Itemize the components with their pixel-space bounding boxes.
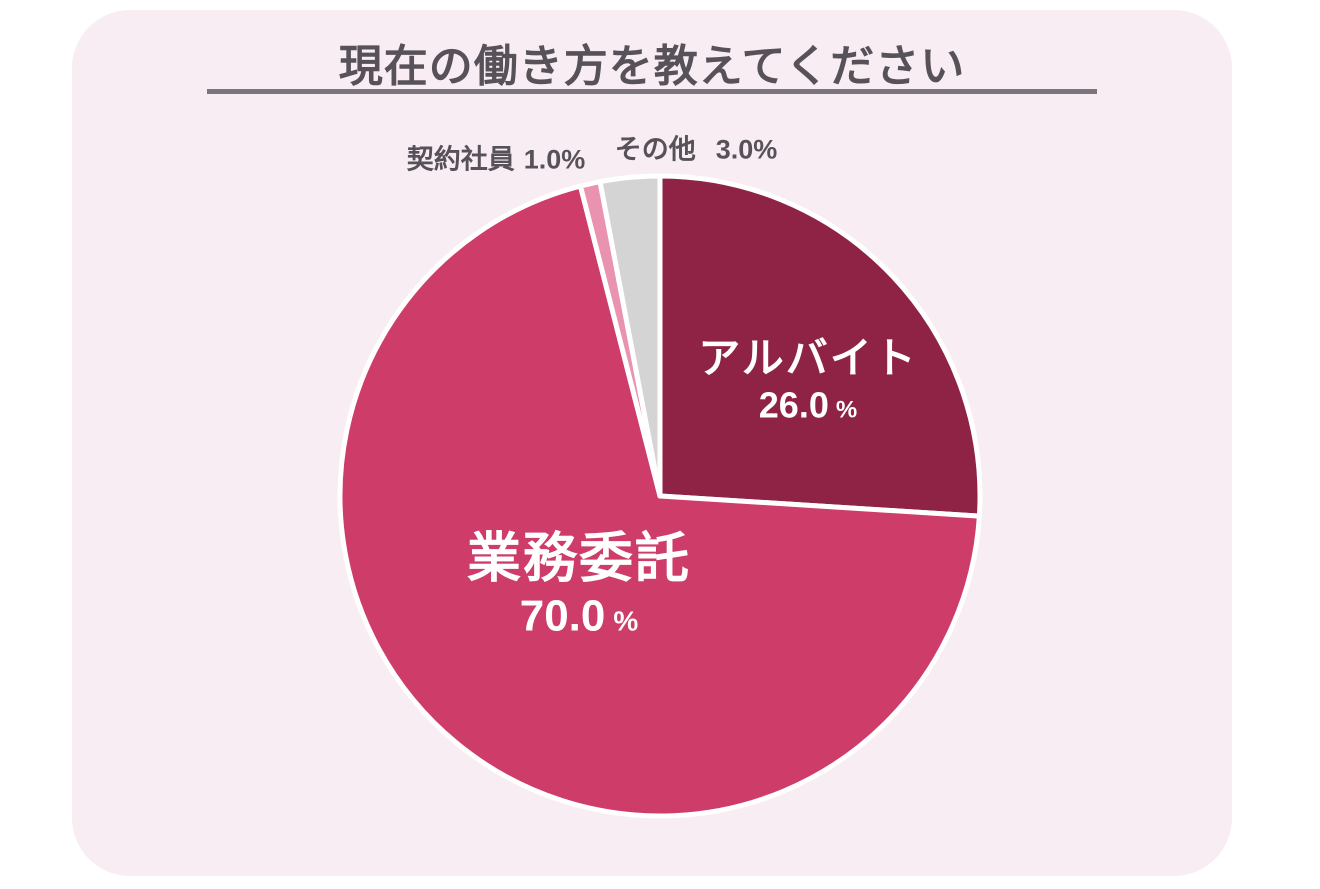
slice-label-arubaito: アルバイト 26.0% xyxy=(698,334,918,427)
slice-label-name: 業務委託 xyxy=(467,528,691,589)
slice-label-keiyaku-shain: 契約社員 1.0% xyxy=(407,138,586,177)
slice-label-value: 26.0% xyxy=(758,384,858,426)
slice-label-value: 1.0% xyxy=(523,144,586,175)
pie-slice-arubaito xyxy=(657,173,983,519)
slice-label-value: 3.0% xyxy=(715,134,778,165)
slice-label-name: アルバイト xyxy=(698,334,918,382)
slice-label-value: 70.0% xyxy=(519,591,639,641)
slice-label-gyomu-itaku: 業務委託 70.0% xyxy=(467,528,691,643)
slice-label-sonota: その他 3.0% xyxy=(615,128,778,167)
slice-label-name: 契約社員 xyxy=(406,144,515,175)
pie-slice-sonota xyxy=(597,173,663,499)
title-underline xyxy=(207,89,1097,94)
pie-slice-gyomu-itaku xyxy=(337,183,982,819)
chart-title: 現在の働き方を教えてください xyxy=(338,42,966,91)
slice-label-name: その他 xyxy=(614,134,696,165)
